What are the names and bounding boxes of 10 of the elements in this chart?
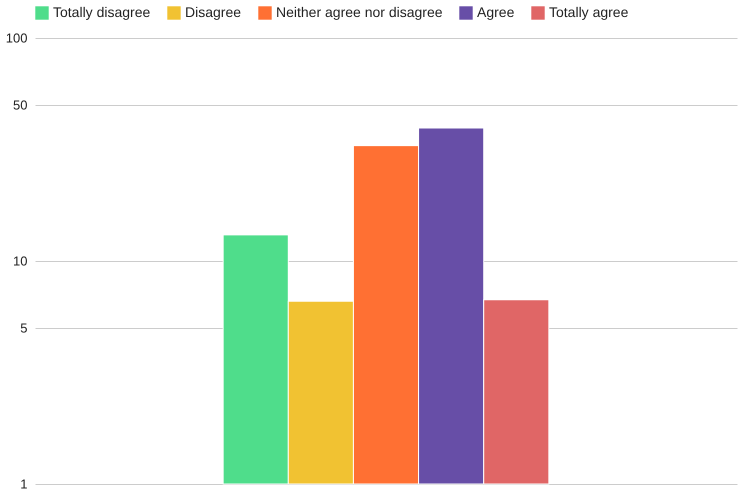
y-tick-label: 5: [20, 320, 28, 336]
y-tick-label: 10: [13, 254, 28, 268]
legend-label: Disagree: [185, 4, 242, 20]
y-tick-label: 100: [6, 30, 28, 46]
legend-label: Agree: [477, 4, 515, 20]
legend-label: Totally agree: [549, 4, 629, 20]
legend-label: Neither agree nor disagree: [276, 4, 443, 20]
legend-label: Totally disagree: [53, 4, 150, 20]
y-tick-label: 1: [20, 476, 28, 492]
y-tick-label: 50: [13, 98, 28, 113]
